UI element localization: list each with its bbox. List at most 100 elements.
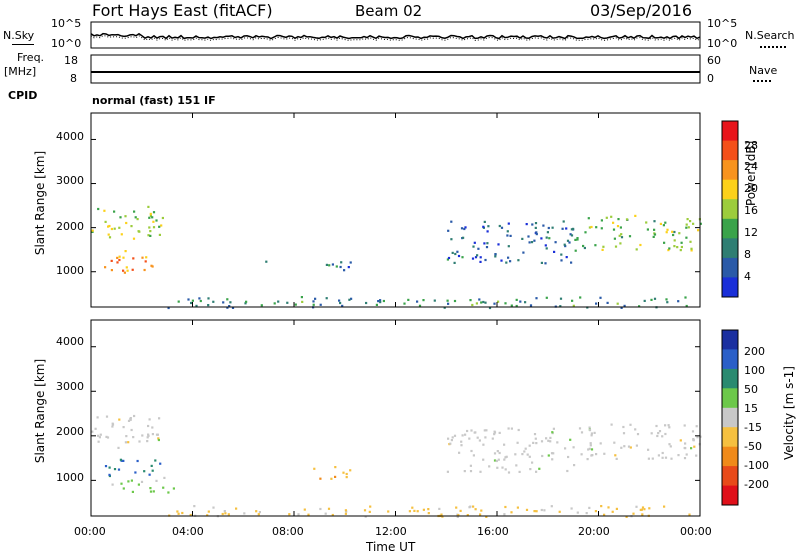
data-cell — [488, 306, 492, 310]
data-cell — [364, 515, 367, 518]
data-cell — [570, 507, 573, 510]
data-cell — [685, 223, 688, 226]
noise-tick-bottom-left: 10^0 — [51, 37, 82, 50]
data-cell — [545, 296, 548, 299]
data-cell — [229, 301, 232, 304]
data-cell — [457, 254, 461, 258]
data-cell — [118, 418, 121, 421]
data-cell — [450, 238, 453, 241]
data-cell — [482, 225, 485, 228]
data-cell — [574, 238, 577, 241]
data-cell — [111, 425, 114, 428]
data-cell — [119, 458, 122, 461]
data-cell — [683, 424, 686, 427]
data-cell — [99, 433, 102, 436]
data-cell — [505, 261, 508, 264]
data-cell — [313, 467, 316, 470]
data-cell — [615, 457, 618, 460]
data-cell — [661, 456, 664, 459]
colorbar-swatch — [722, 238, 738, 259]
data-cell — [104, 266, 107, 269]
data-cell — [504, 505, 507, 509]
data-cell — [443, 306, 446, 309]
data-cell — [345, 510, 348, 513]
data-cell — [665, 231, 668, 234]
data-cell — [147, 434, 150, 437]
data-cell — [161, 216, 164, 220]
data-cell — [319, 477, 322, 480]
data-cell — [622, 432, 626, 435]
data-cell — [150, 464, 153, 467]
vel-cbar-tick-100: 100 — [744, 364, 765, 377]
data-cell — [535, 442, 538, 445]
data-cell — [104, 220, 107, 223]
power-cbar-tick-8: 8 — [744, 248, 751, 261]
data-cell — [345, 472, 348, 476]
data-cell — [570, 234, 574, 237]
data-cell — [260, 304, 263, 307]
data-cell — [478, 298, 481, 301]
data-cell — [668, 247, 671, 250]
data-cell — [480, 301, 483, 304]
freq-tick-top: 18 — [64, 54, 78, 67]
data-cell — [113, 210, 116, 213]
data-cell — [469, 299, 472, 302]
data-cell — [571, 299, 574, 302]
data-cell — [460, 440, 463, 443]
noise-panel-frame — [90, 21, 701, 49]
data-cell — [470, 449, 473, 453]
power-cbar-tick-16: 16 — [744, 204, 758, 217]
data-cell — [163, 476, 166, 479]
data-cell — [498, 224, 501, 228]
data-cell — [147, 433, 150, 436]
data-cell — [601, 248, 604, 251]
data-cell — [493, 302, 496, 305]
data-cell — [146, 440, 149, 443]
data-cell — [523, 450, 526, 453]
data-cell — [231, 306, 235, 309]
data-cell — [497, 243, 500, 246]
data-cell — [612, 221, 615, 224]
data-cell — [689, 220, 692, 223]
data-cell — [684, 442, 687, 445]
data-cell — [466, 429, 469, 433]
data-cell — [98, 436, 101, 439]
data-cell — [130, 479, 133, 482]
data-cell — [155, 219, 158, 222]
data-cell — [156, 433, 159, 436]
data-cell — [531, 461, 534, 464]
colorbar-frame — [721, 329, 739, 506]
colorbar-swatch — [722, 388, 738, 409]
data-cell — [690, 247, 693, 250]
data-cell — [277, 300, 280, 303]
data-cell — [159, 462, 162, 465]
data-cell — [510, 427, 513, 430]
data-cell — [479, 256, 482, 259]
data-cell — [212, 506, 215, 509]
data-cell — [450, 439, 453, 442]
data-cell — [657, 432, 660, 435]
power-cbar-tick-20: 20 — [744, 182, 758, 195]
data-cell — [120, 233, 123, 236]
power-ytick-4000: 4000 — [56, 130, 84, 143]
data-cell — [534, 437, 537, 440]
data-cell — [561, 227, 564, 230]
data-cell — [461, 434, 464, 437]
freq-tick-bottom: 8 — [70, 72, 77, 85]
data-cell — [516, 506, 519, 509]
data-cell — [149, 490, 153, 493]
data-cell — [595, 226, 598, 229]
data-cell — [286, 301, 289, 304]
data-cell — [528, 455, 531, 458]
data-cell — [479, 513, 482, 516]
power-ytick-2000: 2000 — [56, 220, 84, 233]
data-cell — [117, 446, 120, 449]
data-cell — [679, 439, 682, 442]
data-cell — [653, 297, 657, 300]
data-cell — [226, 298, 229, 301]
data-cell — [635, 248, 638, 251]
data-cell — [480, 509, 483, 512]
data-cell — [496, 466, 499, 469]
colorbar-swatch — [722, 466, 738, 486]
data-cell — [494, 253, 497, 256]
